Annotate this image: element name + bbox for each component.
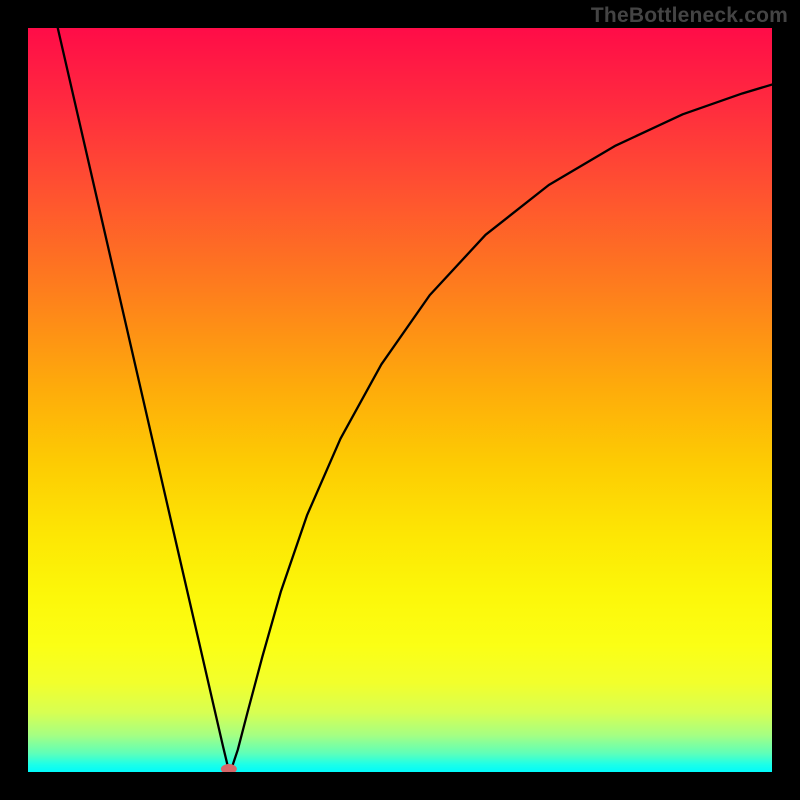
watermark-text: TheBottleneck.com xyxy=(591,4,788,28)
plot-area xyxy=(28,28,772,772)
bottleneck-curve-chart xyxy=(28,28,772,772)
chart-frame: TheBottleneck.com xyxy=(0,0,800,800)
gradient-background xyxy=(28,28,772,772)
